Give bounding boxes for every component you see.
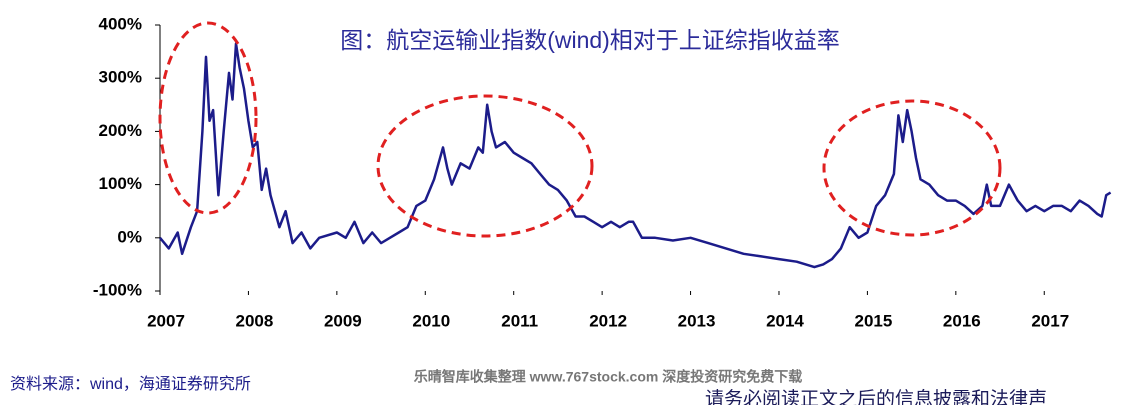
watermark: 乐晴智库收集整理 www.767stock.com 深度投资研究免费下载 [414,369,802,385]
x-tick-label: 2015 [854,311,892,330]
x-tick-label: 2009 [324,311,362,330]
footer-text: 请务必阅读正文之后的信息披露和法律声 [705,388,1047,405]
source-note: 资料来源：wind，海通证券研究所 [10,375,251,393]
y-tick-label: 200% [99,121,142,140]
y-tick-label: 0% [117,227,142,246]
y-tick-label: 300% [99,68,142,87]
x-tick-label: 2017 [1031,311,1069,330]
highlight-ellipse [158,21,258,215]
x-tick-label: 2014 [766,311,804,330]
x-tick-label: 2011 [501,311,538,330]
y-tick-label: -100% [93,280,142,299]
x-tick-label: 2010 [412,311,450,330]
plot-area: -100% 0% 100% 200% 300% 400% 2007 2008 2009 2010 2… [93,14,1112,330]
x-tick-label: 2008 [236,311,274,330]
x-tick-label: 2012 [589,311,627,330]
x-tick-label: 2013 [678,311,716,330]
highlight-ellipse [376,94,594,238]
y-tick-label: 400% [99,14,142,33]
highlight-ellipse [822,99,1002,237]
x-tick-label: 2016 [943,311,981,330]
y-tick-label: 100% [99,174,142,193]
chart-title: 图：航空运输业指数(wind)相对于上证综指收益率 [340,27,840,53]
x-tick-label: 2007 [147,311,185,330]
data-line [159,42,1112,269]
